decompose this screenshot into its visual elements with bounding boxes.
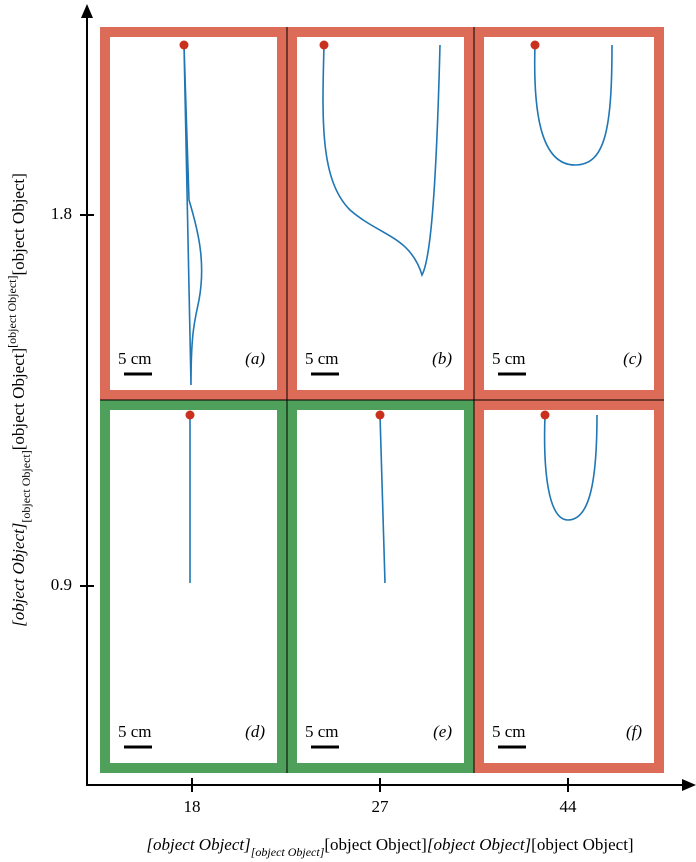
label-part: [object Object]	[146, 835, 250, 854]
scale-label: 5 cm	[305, 722, 339, 741]
y-tick-label: 1.8	[51, 204, 72, 223]
panel-label: (a)	[245, 349, 265, 368]
y-tick-label: 0.9	[51, 575, 72, 594]
trajectory	[322, 44, 441, 278]
trajectory	[533, 44, 613, 166]
start-point	[530, 40, 540, 50]
x-tick-label: 18	[184, 797, 201, 816]
x-tick-label: 44	[560, 797, 578, 816]
axes	[86, 14, 686, 786]
start-point	[185, 410, 195, 420]
start-point	[319, 40, 329, 50]
y-axis-arrow	[81, 4, 93, 18]
trajectory	[379, 414, 386, 584]
label-part: [object Object]	[251, 845, 325, 859]
panel-border	[287, 400, 474, 773]
label-part: [object Object]	[5, 276, 19, 348]
scale-label: 5 cm	[492, 722, 526, 741]
panel-label: (b)	[432, 349, 452, 368]
label-part: [object Object]	[9, 348, 28, 450]
scale-label: 5 cm	[118, 722, 152, 741]
y-axis-label: [object Object][object Object][object Ob…	[5, 173, 33, 627]
start-points	[179, 40, 550, 420]
panel-label: (f)	[626, 722, 642, 741]
panel-label: (e)	[433, 722, 452, 741]
start-point	[179, 40, 189, 50]
trajectory	[543, 414, 598, 521]
label-part: [object Object]	[9, 173, 28, 275]
start-point	[375, 410, 385, 420]
panel-dividers	[100, 27, 664, 773]
label-part: [object Object]	[531, 835, 633, 854]
trajectories	[179, 40, 613, 584]
panel-label: (c)	[623, 349, 642, 368]
panel-border	[287, 27, 474, 400]
scale-label: 5 cm	[118, 349, 152, 368]
panel-border	[474, 400, 664, 773]
panel-border	[100, 400, 287, 773]
label-part: [object Object]	[324, 835, 426, 854]
scale-label: 5 cm	[492, 349, 526, 368]
start-point	[540, 410, 550, 420]
trajectory	[183, 44, 203, 386]
panel-label: (d)	[245, 722, 265, 741]
x-axis-label: [object Object][object Object][object Ob…	[146, 835, 633, 859]
label-part: [object Object]	[427, 835, 531, 854]
label-part: [object Object]	[19, 450, 33, 522]
x-tick-label: 27	[372, 797, 390, 816]
panel-border	[474, 27, 664, 400]
panels: 5 cm (a) 5 cm (b) 5 cm (c) 5 cm (d) 5 cm (e) 5 cm (…	[100, 27, 664, 773]
scale-label: 5 cm	[305, 349, 339, 368]
label-part: [object Object]	[9, 523, 28, 627]
x-axis-arrow	[682, 779, 696, 791]
